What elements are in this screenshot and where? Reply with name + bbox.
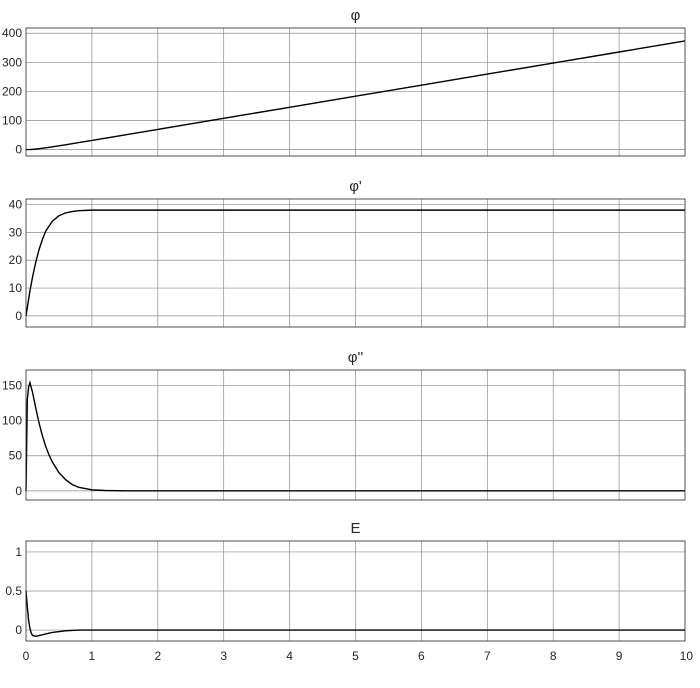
x-tick-label: 9 xyxy=(616,649,623,663)
series-line xyxy=(25,209,685,316)
y-tick-label: 400 xyxy=(2,26,22,40)
x-tick-label: 0 xyxy=(23,649,30,663)
y-tick-label: 10 xyxy=(9,281,23,295)
x-tick-labels: 0 1 2 3 4 5 6 7 8 9 10 xyxy=(23,649,694,663)
y-tick-label: 1 xyxy=(15,545,22,559)
x-tick-label: 4 xyxy=(286,649,293,663)
y-tick-label: 40 xyxy=(9,198,23,212)
grid xyxy=(26,370,685,500)
y-tick-labels: 0 10 20 30 40 xyxy=(9,198,23,323)
series-line xyxy=(25,380,685,492)
axes-frame xyxy=(25,27,686,157)
x-tick-label: 5 xyxy=(352,649,359,663)
subplot-title: E xyxy=(350,520,360,537)
x-tick-label: 6 xyxy=(418,649,425,663)
y-tick-label: 20 xyxy=(9,253,23,267)
axes-frame xyxy=(25,540,686,642)
y-tick-label: 0 xyxy=(15,143,22,157)
subplot-phi: φ 0 100 200 300 400 xyxy=(2,7,686,157)
y-tick-label: 0.5 xyxy=(5,584,22,598)
y-tick-labels: 0 50 100 150 xyxy=(2,378,22,497)
series-layer xyxy=(25,380,685,492)
series-line xyxy=(25,40,686,151)
y-tick-label: 100 xyxy=(2,414,22,428)
y-tick-label: 0 xyxy=(15,309,22,323)
y-tick-labels: 00.51 xyxy=(5,545,22,637)
y-tick-labels: 0 100 200 300 400 xyxy=(2,26,22,156)
x-tick-label: 1 xyxy=(89,649,96,663)
y-tick-label: 0 xyxy=(15,484,22,498)
subplot-phi-prime: φ' 0 10 20 30 40 xyxy=(9,178,686,328)
y-tick-label: 150 xyxy=(2,378,22,392)
y-tick-label: 0 xyxy=(15,623,22,637)
y-tick-label: 300 xyxy=(2,55,22,69)
axes-frame xyxy=(25,369,686,501)
axes-frame xyxy=(25,198,686,328)
series-layer xyxy=(25,590,685,638)
y-tick-label: 50 xyxy=(9,449,23,463)
subplot-title: φ'' xyxy=(348,349,364,366)
x-tick-label: 2 xyxy=(154,649,161,663)
x-tick-label: 10 xyxy=(680,649,694,663)
y-tick-label: 100 xyxy=(2,114,22,128)
subplot-title: φ xyxy=(351,7,361,24)
y-tick-label: 30 xyxy=(9,225,23,239)
x-tick-label: 3 xyxy=(220,649,227,663)
grid xyxy=(26,541,685,641)
x-tick-label: 7 xyxy=(484,649,491,663)
subplot-energy: E 00.51 0 1 2 3 4 5 6 7 8 9 10 xyxy=(5,520,693,663)
grid xyxy=(26,199,685,327)
y-tick-label: 200 xyxy=(2,84,22,98)
series-layer xyxy=(25,209,685,316)
subplot-phi-double-prime: φ'' 0 50 100 150 xyxy=(2,349,686,501)
grid xyxy=(26,28,685,156)
subplot-title: φ' xyxy=(349,178,362,195)
x-tick-label: 8 xyxy=(550,649,557,663)
series-layer xyxy=(25,40,686,151)
series-line xyxy=(25,590,685,638)
